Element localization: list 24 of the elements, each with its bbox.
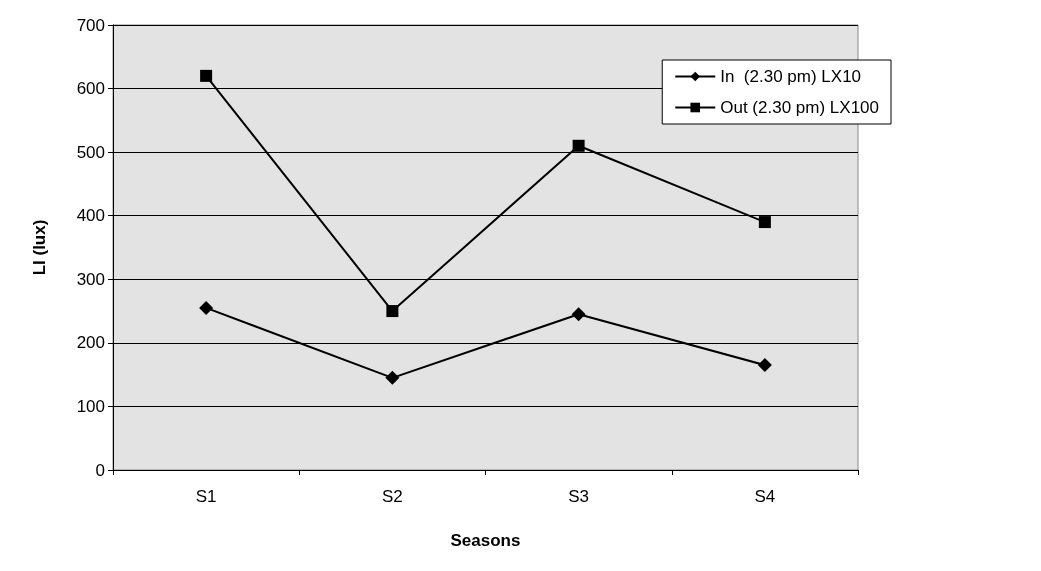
- x-tick-label: S1: [195, 487, 217, 506]
- y-tick-label: 300: [76, 269, 105, 289]
- point: [386, 305, 399, 318]
- x-tick-label: S3: [568, 487, 590, 506]
- legend-label: In (2.30 pm) LX10: [720, 67, 862, 86]
- y-tick-label: 0: [95, 460, 105, 480]
- x-tick-label: S4: [754, 487, 776, 506]
- y-tick-label: 100: [76, 396, 105, 416]
- point: [385, 370, 400, 385]
- y-tick-label: 200: [76, 333, 105, 353]
- point: [199, 300, 214, 315]
- y-tick-label: 400: [76, 206, 105, 226]
- point: [758, 216, 771, 229]
- x-axis-title: Seasons: [450, 531, 521, 550]
- y-tick-label: 500: [76, 142, 105, 162]
- legend-label: Out (2.30 pm) LX100: [720, 98, 880, 117]
- point: [571, 307, 586, 322]
- y-tick-label: 600: [76, 79, 105, 99]
- y-axis-title: LI (lux): [30, 219, 49, 276]
- y-tick-label: 700: [76, 15, 105, 35]
- x-tick-label: S2: [381, 487, 403, 506]
- point: [757, 358, 772, 373]
- point: [572, 139, 585, 152]
- point: [200, 69, 213, 82]
